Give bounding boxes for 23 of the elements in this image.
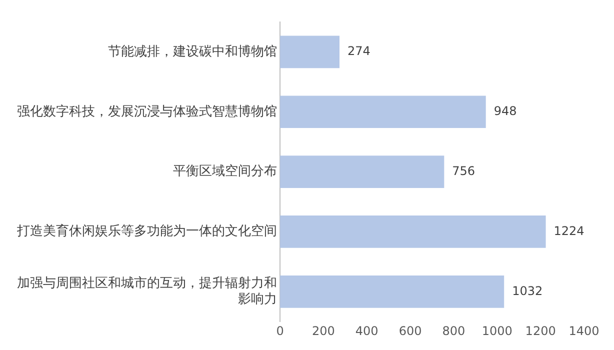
y-tick-label: 强化数字科技，发展沉浸与体验式智慧博物馆 bbox=[17, 103, 277, 120]
bar bbox=[280, 216, 546, 248]
y-tick-label: 节能减排，建设碳中和博物馆 bbox=[108, 44, 277, 60]
x-tick-label: 600 bbox=[398, 324, 422, 338]
data-label: 1032 bbox=[512, 284, 543, 298]
data-label: 1224 bbox=[554, 224, 584, 238]
bar bbox=[280, 275, 504, 308]
x-tick-label: 200 bbox=[312, 324, 335, 338]
x-tick-label: 400 bbox=[355, 324, 378, 338]
y-tick-label: 加强与周围社区和城市的互动，提升辐射力和影响力 bbox=[17, 276, 277, 307]
x-tick-label: 1200 bbox=[525, 324, 556, 338]
bar bbox=[280, 156, 444, 188]
x-tick-label: 0 bbox=[276, 324, 284, 338]
data-label: 274 bbox=[347, 44, 370, 58]
data-label: 948 bbox=[494, 104, 517, 118]
x-tick-label: 800 bbox=[442, 324, 466, 338]
x-tick-label: 1400 bbox=[568, 324, 600, 338]
y-tick-label: 打造美育休闲娱乐等多功能为一体的文化空间 bbox=[16, 223, 277, 240]
data-label: 756 bbox=[452, 164, 476, 178]
bar bbox=[280, 96, 486, 128]
x-tick-label: 1000 bbox=[482, 324, 512, 338]
bar bbox=[280, 36, 340, 68]
y-tick-label: 平衡区域空间分布 bbox=[173, 164, 277, 180]
